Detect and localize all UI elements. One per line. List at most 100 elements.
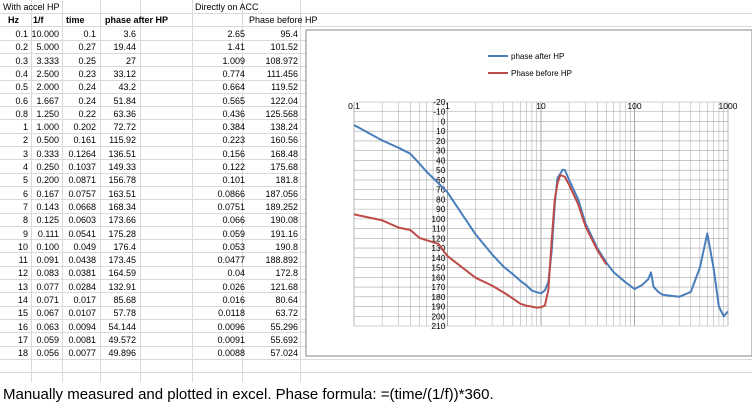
cell-phase-after[interactable]: 136.51 (108, 148, 136, 159)
cell-time[interactable]: 0.0077 (68, 348, 96, 359)
cell-hz[interactable]: 0.2 (15, 42, 28, 53)
cell-hz[interactable]: 13 (17, 281, 28, 292)
cell-phase-before[interactable]: 168.48 (270, 148, 298, 159)
cell-inv-f[interactable]: 0.067 (36, 308, 59, 319)
cell-hz[interactable]: 1 (22, 122, 28, 133)
cell-inv-f[interactable]: 0.125 (36, 215, 59, 226)
section-right-title[interactable]: Directly on ACC (195, 2, 259, 12)
cell-time-direct[interactable]: 0.0096 (217, 321, 245, 332)
cell-time-direct[interactable]: 0.0751 (217, 201, 245, 212)
cell-hz[interactable]: 5 (22, 175, 28, 186)
header-phase-before[interactable]: Phase before HP (249, 15, 318, 25)
cell-inv-f[interactable]: 2.500 (36, 68, 59, 79)
cell-hz[interactable]: 2 (22, 135, 28, 146)
cell-inv-f[interactable]: 0.143 (36, 201, 59, 212)
cell-inv-f[interactable]: 3.333 (36, 55, 59, 66)
cell-time-direct[interactable]: 1.41 (227, 42, 245, 53)
cell-hz[interactable]: 18 (17, 348, 28, 359)
cell-phase-before[interactable]: 119.52 (271, 82, 298, 93)
cell-phase-before[interactable]: 189.252 (265, 201, 298, 212)
cell-time-direct[interactable]: 0.436 (222, 108, 245, 119)
cell-time-direct[interactable]: 0.122 (222, 162, 245, 172)
cell-time[interactable]: 0.202 (73, 122, 96, 133)
cell-phase-before[interactable]: 160.56 (270, 135, 298, 146)
cell-time-direct[interactable]: 0.156 (222, 148, 245, 159)
cell-hz[interactable]: 7 (22, 201, 28, 212)
cell-phase-after[interactable]: 173.66 (108, 215, 136, 226)
cell-phase-before[interactable]: 188.892 (265, 255, 298, 266)
cell-time[interactable]: 0.0438 (68, 255, 96, 266)
cell-hz[interactable]: 10 (17, 241, 28, 252)
cell-time[interactable]: 0.0094 (68, 321, 96, 332)
cell-time[interactable]: 0.0871 (68, 175, 96, 186)
cell-hz[interactable]: 3 (22, 148, 28, 159)
cell-hz[interactable]: 0.1 (15, 29, 28, 39)
cell-time-direct[interactable]: 0.0477 (217, 255, 245, 266)
cell-time[interactable]: 0.0668 (68, 201, 96, 212)
cell-phase-before[interactable]: 175.68 (270, 162, 298, 172)
cell-phase-after[interactable]: 19.44 (113, 42, 136, 53)
cell-time-direct[interactable]: 0.0088 (217, 348, 245, 359)
cell-inv-f[interactable]: 0.111 (37, 228, 59, 239)
cell-time-direct[interactable]: 0.384 (222, 122, 245, 133)
cell-time[interactable]: 0.24 (78, 95, 96, 106)
cell-inv-f[interactable]: 0.059 (36, 334, 59, 345)
cell-time-direct[interactable]: 0.026 (222, 281, 245, 292)
cell-inv-f[interactable]: 0.083 (36, 268, 59, 279)
cell-inv-f[interactable]: 0.091 (36, 255, 59, 266)
cell-phase-before[interactable]: 55.296 (270, 321, 298, 332)
cell-phase-after[interactable]: 49.896 (108, 348, 136, 359)
cell-inv-f[interactable]: 0.056 (36, 348, 59, 359)
cell-phase-before[interactable]: 121.68 (270, 281, 298, 292)
cell-phase-before[interactable]: 187.056 (265, 188, 298, 199)
cell-phase-before[interactable]: 95.4 (280, 29, 298, 39)
cell-phase-before[interactable]: 138.24 (270, 122, 298, 133)
cell-time-direct[interactable]: 0.0866 (217, 188, 245, 199)
cell-time[interactable]: 0.23 (78, 68, 96, 79)
cell-phase-after[interactable]: 176.4 (113, 241, 136, 252)
cell-inv-f[interactable]: 0.167 (36, 188, 59, 199)
cell-hz[interactable]: 16 (17, 321, 28, 332)
cell-phase-before[interactable]: 55.692 (270, 334, 298, 345)
cell-time[interactable]: 0.0081 (68, 334, 96, 345)
cell-hz[interactable]: 14 (17, 295, 28, 305)
cell-hz[interactable]: 0.6 (15, 95, 28, 106)
cell-phase-after[interactable]: 132.91 (108, 281, 136, 292)
cell-phase-before[interactable]: 172.8 (275, 268, 298, 279)
cell-phase-after[interactable]: 51.84 (113, 95, 136, 106)
cell-phase-before[interactable]: 101.52 (270, 42, 298, 53)
cell-phase-after[interactable]: 72.72 (113, 122, 136, 133)
cell-phase-after[interactable]: 115.92 (109, 135, 136, 146)
cell-hz[interactable]: 0.5 (15, 82, 28, 93)
cell-phase-after[interactable]: 175.28 (108, 228, 136, 239)
cell-time[interactable]: 0.017 (73, 295, 96, 305)
cell-time[interactable]: 0.25 (78, 55, 96, 66)
cell-time-direct[interactable]: 0.565 (222, 95, 245, 106)
cell-phase-before[interactable]: 108.972 (265, 55, 298, 66)
cell-time[interactable]: 0.0541 (68, 228, 96, 239)
cell-time[interactable]: 0.0107 (68, 308, 96, 319)
cell-phase-after[interactable]: 156.78 (108, 175, 136, 186)
header-inv-f[interactable]: 1/f (33, 15, 44, 25)
cell-time[interactable]: 0.0284 (68, 281, 96, 292)
cell-time[interactable]: 0.049 (73, 241, 96, 252)
cell-phase-before[interactable]: 125.568 (265, 108, 298, 119)
cell-time[interactable]: 0.0603 (68, 215, 96, 226)
cell-time[interactable]: 0.24 (78, 82, 96, 93)
cell-inv-f[interactable]: 1.000 (36, 122, 59, 133)
cell-phase-after[interactable]: 3.6 (123, 29, 136, 39)
cell-phase-after[interactable]: 163.51 (108, 188, 136, 199)
cell-inv-f[interactable]: 0.333 (36, 148, 59, 159)
cell-time-direct[interactable]: 0.774 (222, 68, 245, 79)
cell-phase-before[interactable]: 190.08 (270, 215, 298, 226)
cell-time-direct[interactable]: 0.016 (222, 295, 245, 305)
cell-phase-after[interactable]: 149.33 (108, 162, 136, 172)
cell-phase-after[interactable]: 33.12 (113, 68, 136, 79)
cell-phase-before[interactable]: 190.8 (275, 241, 298, 252)
section-left-title[interactable]: With accel HP (3, 2, 60, 12)
cell-phase-after[interactable]: 27 (125, 55, 136, 66)
header-time[interactable]: time (66, 15, 85, 25)
cell-time-direct[interactable]: 0.101 (222, 175, 245, 186)
phase-chart[interactable]: -20-100102030405060708090100110120130140… (0, 0, 752, 382)
cell-time-direct[interactable]: 0.223 (222, 135, 245, 146)
